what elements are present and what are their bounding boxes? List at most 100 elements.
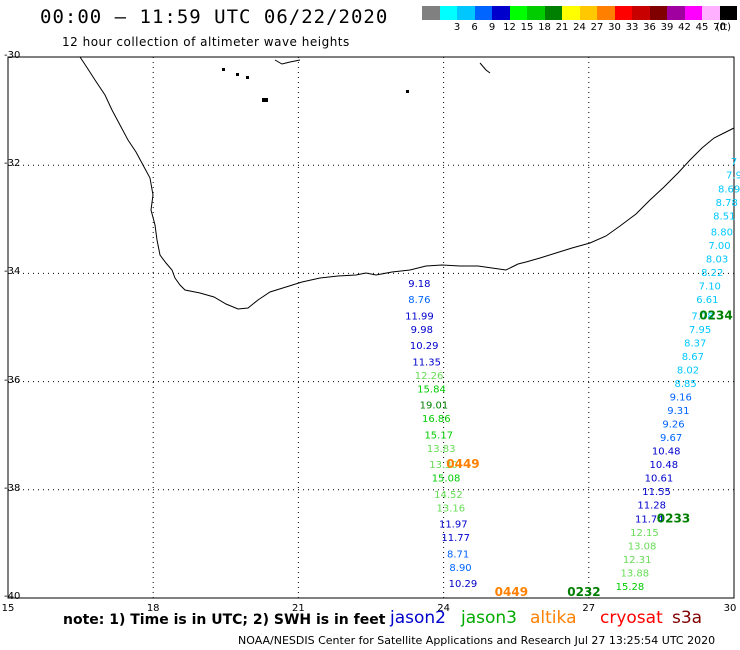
wave-height-value: 7.10 xyxy=(699,282,721,293)
colorbar-swatch xyxy=(684,6,702,20)
colorbar-unit: (ft) xyxy=(715,22,732,33)
coast-detail-6 xyxy=(246,76,249,79)
colorbar-swatch xyxy=(597,6,615,20)
wave-height-value: 7.78 xyxy=(691,311,713,322)
pass-time-labels: 0449 0449 0234 0233 0232 xyxy=(446,308,732,599)
wave-height-value: 11.28 xyxy=(637,501,666,512)
wave-height-value: 8.71 xyxy=(447,549,469,560)
wave-height-value: 13.30 xyxy=(429,460,458,471)
colorbar-swatch xyxy=(719,6,737,20)
colorbar-tick-label: 45 xyxy=(695,22,709,33)
wave-height-value: 9.98 xyxy=(411,325,433,336)
legend-cryosat: cryosat xyxy=(600,608,663,628)
colorbar-tick-label: 70 xyxy=(713,22,726,33)
wave-height-value: 8.03 xyxy=(706,255,728,266)
coast-detail-5 xyxy=(236,73,239,76)
pass-time-label: 0234 xyxy=(699,308,732,322)
wave-height-colorbar xyxy=(422,6,737,20)
lon-tick-label: 15 xyxy=(1,603,15,614)
wave-height-value: 10.29 xyxy=(410,341,439,352)
wave-height-value: 9.31 xyxy=(667,406,689,417)
colorbar-tick-label: 15 xyxy=(520,22,534,33)
altimeter-tracks: 9.18 8.76 11.99 9.98 10.29 11.35 12.26 15.84 19.… xyxy=(405,157,740,593)
graticule xyxy=(7,56,735,599)
colorbar-tick-label: 36 xyxy=(643,22,656,33)
wave-height-value: 8.76 xyxy=(408,295,430,306)
pass-time-label: 0232 xyxy=(567,585,600,599)
colorbar-tick-label: 12 xyxy=(503,22,516,33)
wave-height-value: 11.77 xyxy=(441,533,470,544)
wave-height-value: 8.90 xyxy=(449,563,471,574)
wave-height-value: 8.37 xyxy=(684,338,706,349)
wave-height-value: 11.35 xyxy=(412,357,441,368)
lon-tick-label: 18 xyxy=(146,603,160,614)
colorbar-swatch xyxy=(527,6,545,20)
colorbar-tick-label: 9 xyxy=(488,22,496,33)
wave-height-value: 12.26 xyxy=(415,371,444,382)
wave-height-value: 8.69 xyxy=(718,184,740,195)
lon-tick-label: 24 xyxy=(437,603,450,614)
units-note: note: 1) Time is in UTC; 2) SWH is in fe… xyxy=(63,612,386,628)
wave-height-value: 11.97 xyxy=(439,520,468,531)
colorbar-tick-label: 24 xyxy=(573,22,586,33)
lat-tick-label: -34 xyxy=(4,266,21,278)
lon-tick-label: 21 xyxy=(292,603,305,614)
colorbar-swatch xyxy=(667,6,685,20)
map-frame xyxy=(7,56,735,599)
coast-detail-1 xyxy=(274,59,301,65)
wave-height-value: 16.86 xyxy=(422,414,451,425)
lon-tick-label: 27 xyxy=(582,603,596,614)
colorbar-swatch xyxy=(632,6,650,20)
wave-height-value: 9.26 xyxy=(662,420,684,431)
lat-tick-label: -30 xyxy=(4,50,21,61)
wave-height-value: 12.15 xyxy=(630,528,659,539)
colorbar-swatch xyxy=(492,6,510,20)
legend-s3a: s3a xyxy=(672,608,703,628)
wave-height-value: 11.55 xyxy=(642,487,671,498)
colorbar-swatch xyxy=(579,6,597,20)
wave-height-value: 11.74 xyxy=(635,514,664,525)
wave-height-value: 15.08 xyxy=(432,474,461,485)
lat-tick-label: -38 xyxy=(4,482,21,494)
lat-tick-label: -36 xyxy=(4,374,21,386)
wave-height-value: 9.16 xyxy=(670,393,692,404)
colorbar-swatch xyxy=(509,6,527,20)
colorbar-swatch xyxy=(702,6,720,20)
coastline xyxy=(79,56,735,310)
wave-height-value: 9.18 xyxy=(408,279,430,290)
colorbar-tick-label: 3 xyxy=(453,22,461,33)
coast-detail-4 xyxy=(222,68,225,71)
lat-tick-label: -32 xyxy=(4,158,21,170)
colorbar-swatch xyxy=(562,6,580,20)
colorbar-tick-label: 6 xyxy=(471,22,478,33)
wave-height-value: 7.95 xyxy=(689,325,711,336)
pass-time-label: 0233 xyxy=(657,511,690,525)
colorbar-tick-label: 21 xyxy=(555,22,569,33)
pass-time-label: 0449 xyxy=(446,457,479,471)
wave-height-value: 14.52 xyxy=(434,490,463,501)
wave-height-value: 10.29 xyxy=(449,579,478,590)
colorbar-swatch xyxy=(474,6,492,20)
legend-jason3: jason3 xyxy=(461,608,517,628)
legend-altika: altika xyxy=(530,608,577,628)
wave-height-value: 8.51 xyxy=(713,211,735,222)
wave-height-value: 13.08 xyxy=(628,541,657,552)
wave-height-value: 15.17 xyxy=(424,430,453,441)
chart-title: 00:00 – 11:59 UTC 06/22/2020 xyxy=(40,6,389,28)
wave-height-value: 11.99 xyxy=(405,311,434,322)
coast-detail-7 xyxy=(262,98,268,102)
lon-tick-label: 30 xyxy=(723,603,737,614)
wave-height-value: 10.48 xyxy=(652,447,681,458)
pass-time-label: 0449 xyxy=(495,585,528,599)
colorbar-swatch xyxy=(422,6,440,20)
wave-height-value: 6.61 xyxy=(696,295,718,306)
wave-height-value: 15.28 xyxy=(616,582,645,593)
colorbar-tick-label: 30 xyxy=(608,22,621,33)
wave-height-value: 10.61 xyxy=(645,474,674,485)
colorbar-labels: 3 6 9 12 15 18 21 24 27 30 33 36 39 42 45 70 (ft) xyxy=(422,22,740,36)
colorbar-swatch xyxy=(457,6,475,20)
wave-height-value: 12.31 xyxy=(623,555,652,566)
colorbar-swatch xyxy=(439,6,457,20)
wave-height-value: 7.9 xyxy=(726,171,740,182)
